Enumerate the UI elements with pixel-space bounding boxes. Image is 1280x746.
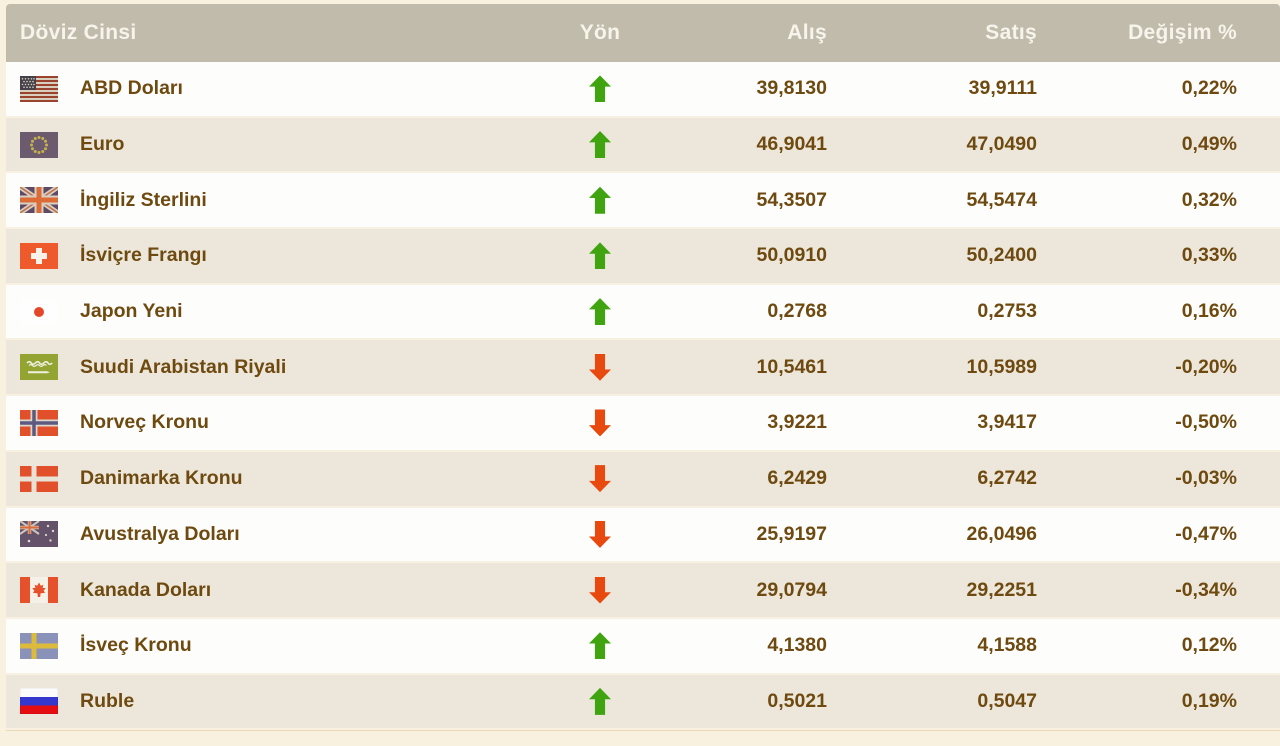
sell-value: 29,2251: [966, 578, 1038, 601]
change-value: 0,12%: [1181, 634, 1237, 657]
currency-name: Danimarka Kronu: [80, 467, 243, 490]
flag-sar-icon: [20, 354, 58, 381]
table-row: Avustralya Doları 25,9197 26,0496 -0,47%: [6, 507, 1280, 564]
flag-eur-icon: [20, 131, 58, 158]
sell-value: 10,5989: [966, 355, 1038, 378]
table-row: İsviçre Frangı 50,0910 50,2400 0,33%: [6, 229, 1280, 285]
buy-value: 4,1380: [767, 634, 827, 657]
flag-gbp-icon: [20, 187, 58, 214]
table-row: Suudi Arabistan Riyali 10,5461 10,5989 -…: [6, 340, 1280, 397]
flag-aud-icon: [20, 521, 58, 548]
flag-usd-icon: [20, 75, 58, 102]
sell-value: 4,1588: [977, 634, 1037, 657]
flag-sek-icon: [20, 632, 58, 659]
flag-jpy-icon: [20, 298, 58, 325]
table-row: Kanada Doları 29,0794 29,2251 -0,34%: [6, 563, 1280, 619]
down-arrow-icon: [589, 409, 611, 437]
change-value: 0,33%: [1181, 244, 1237, 267]
sell-value: 26,0496: [966, 522, 1038, 545]
change-value: -0,47%: [1175, 522, 1237, 545]
change-value: -0,34%: [1175, 578, 1237, 601]
change-value: -0,20%: [1175, 355, 1237, 378]
sell-value: 39,9111: [968, 77, 1037, 100]
currency-table: Döviz Cinsi Yön Alış Satış Değişim % ABD…: [6, 4, 1280, 743]
change-value: 0,22%: [1181, 77, 1237, 100]
currency-name: İsveç Kronu: [80, 634, 192, 657]
up-arrow-icon: [589, 75, 611, 103]
currency-name: Norveç Kronu: [80, 411, 209, 434]
buy-value: 39,8130: [756, 77, 828, 100]
sell-value: 50,2400: [966, 244, 1038, 267]
change-value: -0,50%: [1175, 411, 1237, 434]
sell-value: 47,0490: [966, 133, 1038, 156]
table-row: Norveç Kronu 3,9221 3,9417 -0,50%: [6, 396, 1280, 452]
buy-value: 29,0794: [756, 578, 828, 601]
flag-dkk-icon: [20, 465, 58, 492]
change-value: 0,16%: [1181, 300, 1237, 323]
change-value: 0,19%: [1181, 689, 1237, 712]
up-arrow-icon: [589, 242, 611, 270]
buy-value: 46,9041: [756, 133, 828, 156]
currency-name: Suudi Arabistan Riyali: [80, 355, 287, 378]
currency-name: Avustralya Doları: [80, 522, 240, 545]
sell-value: 0,2753: [977, 300, 1037, 323]
currency-name: Euro: [80, 133, 125, 156]
table-row: Danimarka Kronu 6,2429 6,2742 -0,03%: [6, 451, 1280, 508]
currency-name: Ruble: [80, 689, 135, 712]
currency-name: ABD Doları: [80, 77, 183, 100]
down-arrow-icon: [589, 520, 611, 548]
up-arrow-icon: [589, 131, 611, 159]
footer-strip: [6, 730, 1280, 743]
flag-chf-icon: [20, 242, 58, 269]
sell-value: 6,2742: [977, 467, 1037, 490]
change-value: -0,03%: [1175, 467, 1237, 490]
buy-value: 0,5021: [767, 689, 827, 712]
buy-value: 3,9221: [767, 411, 827, 434]
table-row: Euro 46,9041 47,0490 0,49%: [6, 117, 1280, 174]
header-buy: Alış: [787, 21, 827, 44]
table-row: ABD Doları 39,8130 39,9111 0,22%: [6, 62, 1280, 118]
currency-name: Japon Yeni: [80, 300, 183, 323]
sell-value: 54,5474: [966, 188, 1038, 211]
buy-value: 6,2429: [767, 467, 827, 490]
down-arrow-icon: [589, 576, 611, 604]
flag-nok-icon: [20, 409, 58, 436]
down-arrow-icon: [589, 465, 611, 493]
table-body: ABD Doları 39,8130 39,9111 0,22% Euro 46…: [6, 62, 1280, 731]
currency-name: Kanada Doları: [80, 578, 212, 601]
table-header: Döviz Cinsi Yön Alış Satış Değişim %: [6, 4, 1280, 62]
buy-value: 0,2768: [767, 300, 827, 323]
up-arrow-icon: [589, 298, 611, 326]
up-arrow-icon: [589, 687, 611, 715]
sell-value: 3,9417: [977, 411, 1037, 434]
flag-rub-icon: [20, 688, 58, 715]
sell-value: 0,5047: [977, 689, 1037, 712]
buy-value: 10,5461: [756, 355, 828, 378]
table-row: İngiliz Sterlini 54,3507 54,5474 0,32%: [6, 173, 1280, 230]
header-change: Değişim %: [1128, 21, 1237, 44]
up-arrow-icon: [589, 186, 611, 214]
currency-name: İngiliz Sterlini: [80, 188, 207, 211]
currency-name: İsviçre Frangı: [80, 244, 207, 267]
table-row: Japon Yeni 0,2768 0,2753 0,16%: [6, 284, 1280, 341]
buy-value: 54,3507: [756, 188, 828, 211]
change-value: 0,32%: [1181, 188, 1237, 211]
header-currency: Döviz Cinsi: [20, 21, 137, 44]
table-row: İsveç Kronu 4,1380 4,1588 0,12%: [6, 618, 1280, 675]
buy-value: 25,9197: [756, 522, 828, 545]
table-row: Ruble 0,5021 0,5047 0,19%: [6, 674, 1280, 731]
header-sell: Satış: [985, 21, 1037, 44]
up-arrow-icon: [589, 632, 611, 660]
down-arrow-icon: [589, 353, 611, 381]
flag-cad-icon: [20, 577, 58, 604]
change-value: 0,49%: [1181, 133, 1237, 156]
buy-value: 50,0910: [756, 244, 828, 267]
header-direction: Yön: [579, 21, 621, 44]
